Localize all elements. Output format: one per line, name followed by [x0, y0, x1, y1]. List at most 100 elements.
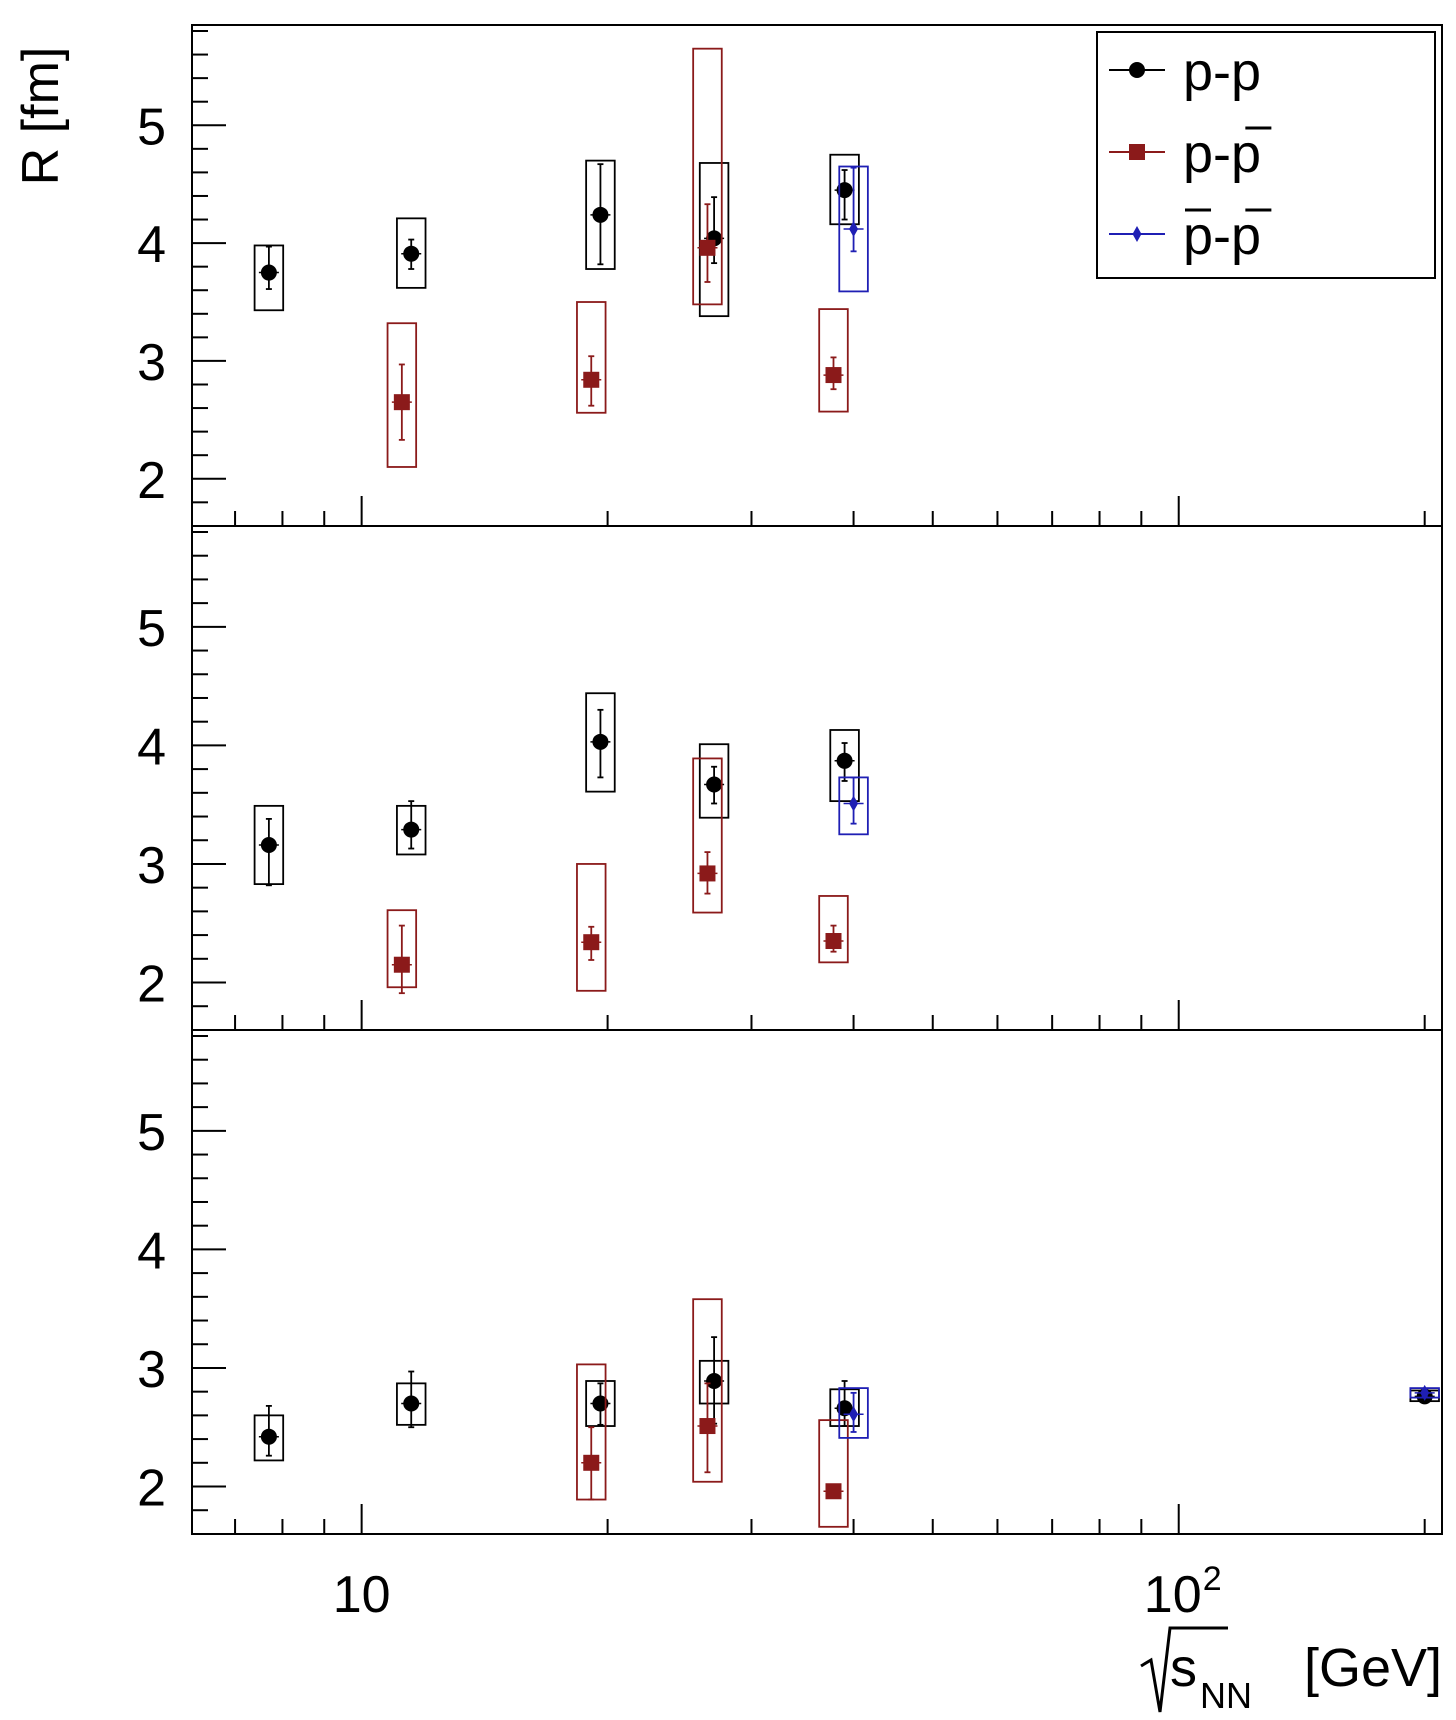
data-point-pp — [829, 1380, 860, 1427]
marker-square — [393, 394, 410, 411]
legend: p-p p-p p-p — [1096, 31, 1436, 279]
marker-square — [583, 934, 600, 951]
data-point-ppbar — [576, 863, 607, 992]
x-axis-label-radicand: s — [1170, 1638, 1197, 1698]
y-tick-label: 4 — [137, 718, 166, 776]
marker-square — [699, 1418, 716, 1435]
sys-box — [396, 217, 427, 289]
y-tick-label: 2 — [137, 452, 166, 510]
y-tick-label: 3 — [137, 1341, 166, 1399]
sys-box — [818, 308, 849, 413]
sys-box — [692, 47, 723, 306]
marker-circle — [260, 836, 277, 853]
legend-entry-pp: p-p — [1109, 42, 1261, 102]
sys-box — [818, 895, 849, 964]
marker-circle — [706, 1372, 723, 1389]
data-point-pp — [585, 159, 616, 270]
legend-entry-pbarpbar: p-p — [1109, 206, 1272, 266]
sys-box — [585, 1380, 616, 1427]
data-point-pp — [698, 162, 730, 318]
marker-circle — [836, 182, 853, 199]
marker-circle — [836, 1400, 853, 1417]
marker-diamond — [1420, 1384, 1430, 1401]
marker-square — [825, 1483, 842, 1500]
sys-box — [576, 301, 607, 414]
legend-label: p-p — [1183, 42, 1261, 102]
sys-box — [818, 1419, 849, 1528]
legend-box — [1096, 31, 1436, 279]
sys-box — [386, 322, 418, 468]
sys-box — [829, 153, 860, 226]
sys-box — [829, 729, 860, 803]
x-tick-label: 10 — [333, 1566, 391, 1624]
data-point-pp — [698, 1336, 730, 1425]
marker-diamond — [849, 1406, 859, 1423]
marker-square — [583, 1454, 600, 1471]
sys-box — [698, 743, 730, 819]
x-tick-label-exponent: 2 — [1203, 1560, 1222, 1598]
marker-circle — [403, 245, 420, 262]
data-point-pp — [585, 1380, 616, 1427]
x-tick-label: 10 2 — [1144, 1560, 1222, 1624]
sys-box — [838, 165, 869, 293]
data-point-pbarpbar — [1409, 1384, 1440, 1401]
marker-square — [699, 865, 716, 882]
marker-circle — [260, 1428, 277, 1445]
data-point-ppbar — [386, 322, 418, 468]
legend-label: p-p — [1183, 206, 1261, 266]
sqrt-sign — [1140, 1626, 1228, 1713]
y-tick-label: 5 — [137, 98, 166, 156]
sys-box — [585, 159, 616, 270]
data-point-pp — [829, 153, 860, 226]
sys-box — [692, 757, 723, 914]
panel-frame — [191, 525, 1443, 1031]
data-point-pbarpbar — [838, 1387, 869, 1439]
data-point-pp — [698, 743, 730, 819]
marker-circle — [403, 1395, 420, 1412]
sys-box — [692, 1298, 723, 1483]
marker-square — [825, 933, 842, 950]
marker-square — [699, 239, 716, 256]
x-tick-label-base: 10 — [333, 1566, 391, 1624]
marker-square — [393, 956, 410, 973]
legend-marker — [1129, 62, 1145, 78]
panels-layer: 2 3 4 5 2 3 4 5 2 3 4 5 — [137, 24, 1443, 1535]
marker-circle — [592, 1395, 609, 1412]
x-tick-label-base: 10 — [1144, 1566, 1202, 1624]
data-point-pbarpbar — [838, 165, 869, 293]
data-point-pp — [585, 692, 616, 793]
marker-circle — [706, 776, 723, 793]
y-tick-label: 5 — [137, 600, 166, 658]
y-tick-label: 2 — [137, 956, 166, 1014]
marker-circle — [836, 752, 853, 769]
x-axis-label-unit: [GeV] — [1304, 1638, 1442, 1698]
marker-circle — [260, 264, 277, 281]
data-point-ppbar — [576, 301, 607, 414]
y-tick-label: 5 — [137, 1104, 166, 1162]
y-tick-label: 3 — [137, 334, 166, 392]
data-point-pp — [396, 217, 427, 289]
data-point-pp — [253, 804, 285, 887]
marker-circle — [592, 733, 609, 750]
data-point-ppbar — [576, 1363, 607, 1501]
data-point-pp — [253, 1404, 285, 1462]
x-axis-label: s NN [GeV] — [1140, 1626, 1442, 1716]
data-point-ppbar — [692, 47, 723, 306]
marker-circle — [403, 821, 420, 838]
legend-entry-ppbar: p-p — [1109, 124, 1272, 184]
data-point-ppbar — [692, 1298, 723, 1483]
data-point-ppbar — [386, 909, 418, 995]
labels-layer: R [fm] 10 10 2 — [12, 47, 1222, 1624]
panel-2: 2 3 4 5 — [137, 525, 1443, 1031]
legend-marker — [1129, 144, 1145, 160]
legend-marker — [1132, 226, 1142, 242]
marker-square — [825, 367, 842, 384]
y-axis-label: R [fm] — [12, 47, 70, 186]
data-point-pp — [829, 729, 860, 803]
data-point-pp — [396, 1370, 427, 1429]
x-axis-label-subscript: NN — [1200, 1675, 1252, 1716]
data-point-pbarpbar — [838, 776, 869, 836]
data-point-ppbar — [818, 895, 849, 964]
y-tick-label: 2 — [137, 1460, 166, 1518]
